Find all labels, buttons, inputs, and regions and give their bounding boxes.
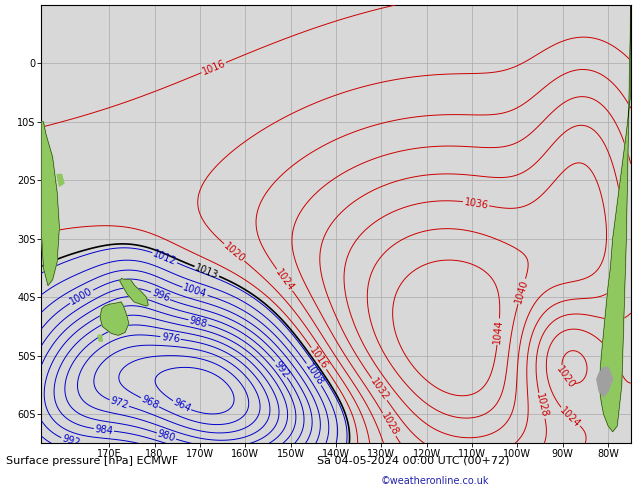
Text: 1024: 1024 — [273, 267, 296, 293]
Polygon shape — [597, 368, 612, 397]
Text: 1013: 1013 — [193, 262, 220, 280]
Text: 1032: 1032 — [368, 376, 391, 402]
Text: 996: 996 — [150, 288, 171, 304]
Text: ©weatheronline.co.uk: ©weatheronline.co.uk — [380, 476, 489, 486]
Text: Sa 04-05-2024 00:00 UTC (00+72): Sa 04-05-2024 00:00 UTC (00+72) — [317, 456, 510, 466]
Text: 1044: 1044 — [493, 319, 505, 344]
Text: 1020: 1020 — [221, 241, 247, 264]
Polygon shape — [98, 335, 103, 341]
Text: 1036: 1036 — [463, 196, 489, 210]
Text: 964: 964 — [171, 397, 192, 414]
Text: 968: 968 — [139, 394, 160, 411]
Polygon shape — [100, 302, 129, 335]
Text: 980: 980 — [156, 428, 177, 443]
Polygon shape — [57, 174, 64, 186]
Text: 1020: 1020 — [555, 365, 577, 391]
Text: 1028: 1028 — [534, 392, 550, 419]
Polygon shape — [599, 5, 631, 432]
Text: 1004: 1004 — [182, 283, 208, 300]
Text: 992: 992 — [60, 434, 81, 449]
Text: 972: 972 — [109, 395, 129, 411]
Polygon shape — [120, 278, 148, 306]
Text: 988: 988 — [188, 315, 209, 329]
Text: 1028: 1028 — [378, 412, 399, 438]
Text: 1024: 1024 — [558, 405, 583, 429]
Text: 984: 984 — [94, 424, 113, 436]
Text: 1008: 1008 — [303, 362, 325, 387]
Text: 992: 992 — [271, 359, 290, 380]
Text: 1000: 1000 — [68, 286, 94, 307]
Text: Surface pressure [hPa] ECMWF: Surface pressure [hPa] ECMWF — [6, 456, 179, 466]
Text: 1040: 1040 — [514, 278, 530, 305]
Text: 976: 976 — [160, 332, 180, 344]
Text: 1012: 1012 — [152, 248, 178, 267]
Text: 1016: 1016 — [307, 345, 330, 371]
Polygon shape — [41, 122, 60, 286]
Text: 1016: 1016 — [200, 58, 227, 77]
